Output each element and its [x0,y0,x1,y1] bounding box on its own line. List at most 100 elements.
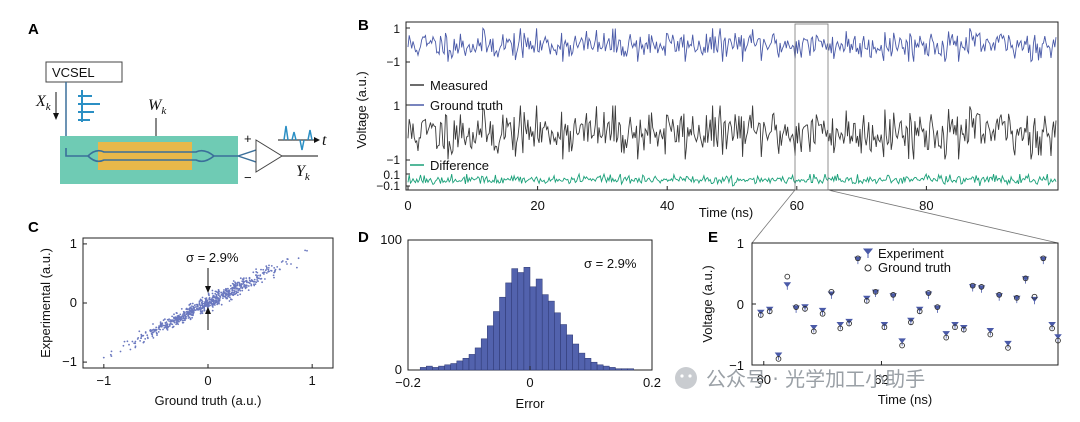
scatter-point [159,328,162,331]
ytick-label: 0.1 [383,168,400,182]
scatter-point [234,281,237,284]
scatter-point [134,345,137,348]
scatter-point [203,309,206,312]
scatter-point [227,296,229,298]
scatter-point [140,337,143,339]
histogram-bar [566,334,573,371]
scatter-point [194,306,197,308]
histogram-bar [474,347,482,371]
scatter-point [149,329,152,331]
histogram-bar [438,365,445,371]
xtick-label: −1 [96,373,111,388]
scatter-point [234,293,236,295]
scatter-point [185,308,188,311]
scatter-point [170,319,173,322]
scatter-point [173,313,175,316]
scatter-point [231,290,234,292]
scatter-point [162,324,165,327]
experiment-marker [863,295,871,304]
ground-truth-marker [784,273,791,280]
scatter-point [199,298,202,301]
scatter-point [225,294,227,297]
scatter-point [225,297,228,300]
scatter-point [250,283,253,286]
ytick-label: 1 [393,22,400,36]
scatter-point [243,277,245,279]
scatter-point [222,297,224,299]
scatter-point [262,268,265,271]
ground-truth-marker [872,288,879,295]
scatter-point [243,283,246,286]
panel-c-label: C [28,219,39,236]
histogram-bar [511,268,519,371]
detector-leads [237,149,257,163]
ground-truth-marker [819,310,826,317]
histogram-bar [572,343,580,371]
ground-truth-marker [1005,345,1011,351]
xtick-label: 60 [757,372,771,387]
panel-b-ylabel: Voltage (a.u.) [354,71,369,148]
trace-difference [407,172,1057,187]
panel-b-xlabel: Time (ns) [699,205,753,220]
panel-d-xlabel: Error [516,396,546,411]
scatter-point [164,318,166,320]
scatter-point [253,280,256,283]
xtick-label: 80 [919,198,933,213]
scatter-point [166,318,169,321]
scatter-point [242,282,245,285]
scatter-point [273,276,275,279]
scatter-point [193,309,195,312]
scatter-point [122,344,125,347]
scatter-point [236,284,239,287]
amplifier [255,139,283,173]
legend-measured-label: Measured [430,78,488,93]
ground-truth-marker [837,325,844,332]
scatter-point [213,302,215,304]
waveguide [65,148,238,163]
scatter-point [224,295,226,298]
scatter-point [180,316,182,319]
scatter-point [248,276,251,279]
ytick-label: −1 [386,55,400,69]
experiment-marker [757,309,765,318]
ytick-label: −1 [62,354,77,369]
histogram-bar [517,272,525,371]
output-axis-arrowhead [314,137,320,143]
histogram-bar [523,267,531,371]
scatter-point [186,311,189,313]
legend-e-groundtruth-label: Ground truth [878,260,951,275]
scatter-point [286,263,288,265]
scatter-point [254,283,257,285]
scatter-point [273,267,276,269]
scatter-point [216,298,219,300]
scatter-point [266,268,268,270]
histogram-bar [596,364,604,371]
ground-truth-marker [881,324,888,331]
scatter-point [259,274,262,277]
scatter-point [183,314,186,317]
scatter-point [215,299,217,302]
output-pulses [283,125,313,151]
scatter-point [202,303,204,305]
histogram-bar [456,360,464,371]
scatter-point [195,303,198,306]
scatter-point [208,296,211,299]
scatter-point [201,307,204,310]
scatter-point [266,266,268,269]
scatter-point [184,317,187,320]
scatter-point [218,290,221,293]
scatter-point [191,308,194,311]
scatter-point [232,294,235,297]
ground-truth-marker [855,255,861,262]
panel-b-ticks: 1−11−10.1−0.10 20 40 60 80 [376,22,933,213]
panel-b-traces [407,27,1057,187]
scatter-point [191,305,193,307]
scatter-point [210,303,213,305]
histogram-bar [609,367,616,371]
panel-b-frame [405,21,1059,191]
scatter-point [204,305,207,307]
histogram-bar [529,286,537,371]
scatter-point [102,356,105,359]
modulator [98,142,192,170]
